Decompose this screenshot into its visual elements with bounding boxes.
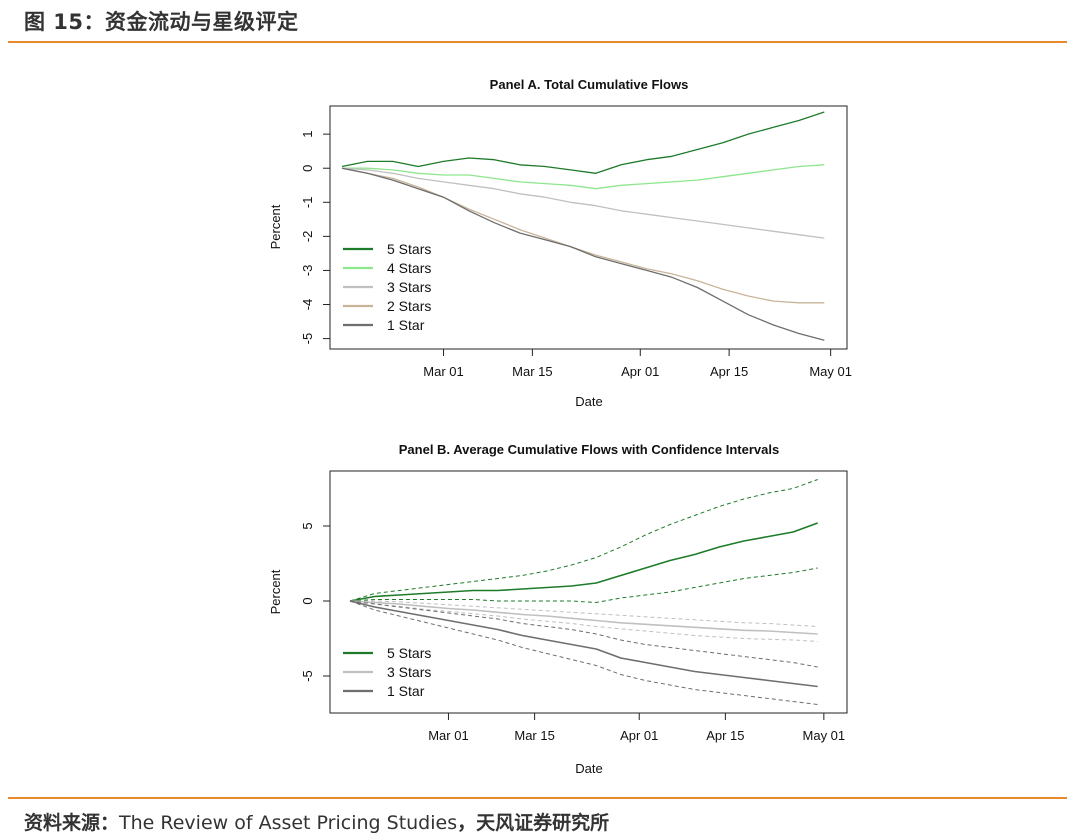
panel-a-y-tick-label: -4 [300,299,315,311]
panel-a-y-tick-label: -2 [300,231,315,243]
panel-a-y-tick-label: -3 [300,265,315,277]
panel-b-y-tick-label: 0 [300,597,315,604]
panel-a-legend-label-3-stars: 3 Stars [387,279,431,295]
panel-a-x-tick-label: Apr 01 [621,364,659,379]
panel-a-legend-label-4-stars: 4 Stars [387,260,431,276]
panel-b-x-tick-label: Apr 15 [706,728,744,743]
panel-a-y-tick-label: -5 [300,333,315,345]
panel-b-y-tick-label: -5 [300,670,315,682]
panel-a-legend-label-5-stars: 5 Stars [387,241,431,257]
panel-b-y-axis: 5 0 -5 [300,522,330,682]
figure-title: 图 15：资金流动与星级评定 [24,10,299,34]
panel-a-y-label: Percent [268,204,283,249]
panel-b-series-3-stars-lower [349,600,818,642]
panel-a-x-tick-label: Mar 01 [423,364,463,379]
source-institution: 天风证券研究所 [476,812,610,834]
panel-b-series-5-stars-upper [349,479,818,602]
footer-rule [8,797,1067,799]
panel-a-x-axis: Mar 01 Mar 15 Apr 01 Apr 15 May 01 [423,349,852,379]
panel-b-legend-label-5-stars: 5 Stars [387,645,431,661]
panel-a-y-axis: 1 0 -1 -2 -3 -4 -5 [300,131,330,345]
panel-b-series-3-stars-upper [350,600,818,627]
panel-a-series-2-stars [341,167,825,304]
panel-a-x-label: Date [575,394,602,409]
panel-b-legend-label-1-star: 1 Star [387,683,425,699]
panel-a-legend: 5 Stars 4 Stars 3 Stars 2 Stars 1 Star [343,241,431,333]
panel-a-series [341,111,825,341]
panel-a-plot-frame [329,105,848,350]
header-rule [8,41,1067,43]
panel-b-y-tick-label: 5 [300,522,315,529]
panel-a-y-tick-label: -1 [300,197,315,209]
source-prefix: 资料来源： [24,812,120,834]
panel-a-series-3-stars [341,167,825,239]
panel-a-legend-label-1-star: 1 Star [387,317,425,333]
panel-a-legend-label-2-stars: 2 Stars [387,298,431,314]
panel-b-title: Panel B. Average Cumulative Flows with C… [399,442,779,457]
panel-b-legend: 5 Stars 3 Stars 1 Star [343,645,431,699]
panel-b-x-label: Date [575,761,602,776]
panel-a-series-4-stars [342,164,825,190]
panel-b-series-5-stars-lower [349,567,818,604]
panel-b-x-tick-label: Mar 01 [428,728,468,743]
panel-b-series [349,479,818,705]
panel-a: Panel A. Total Cumulative Flows 1 0 -1 -2 -3… [268,77,852,409]
source-separator: ， [457,812,477,834]
panel-b: Panel B. Average Cumulative Flows with C… [268,442,848,776]
panel-b-series-5-stars [349,522,818,602]
panel-b-series-3-stars [349,600,818,635]
source-note: 资料来源：The Review of Asset Pricing Studies… [24,808,609,835]
panel-a-x-tick-label: May 01 [809,364,852,379]
source-publication: The Review of Asset Pricing Studies [119,812,458,834]
panel-b-series-1-star-lower [349,600,818,705]
panel-b-series-1-star-upper [349,600,818,668]
panel-a-y-tick-label: 0 [300,165,315,172]
panel-b-x-tick-label: Mar 15 [514,728,554,743]
panel-a-x-tick-label: Apr 15 [710,364,748,379]
panel-a-title: Panel A. Total Cumulative Flows [490,77,689,92]
panel-b-y-label: Percent [268,569,283,614]
panel-a-y-tick-label: 1 [300,131,315,138]
panel-b-x-tick-label: May 01 [803,728,846,743]
panel-a-series-1-star [341,167,825,341]
panel-b-plot-frame [329,470,848,714]
panel-a-x-tick-label: Mar 15 [512,364,552,379]
panel-b-x-tick-label: Apr 01 [620,728,658,743]
panel-b-x-axis: Mar 01 Mar 15 Apr 01 Apr 15 May 01 [428,713,845,743]
panel-b-series-1-star [349,600,818,688]
panel-a-series-5-stars [341,111,825,174]
panel-b-legend-label-3-stars: 3 Stars [387,664,431,680]
